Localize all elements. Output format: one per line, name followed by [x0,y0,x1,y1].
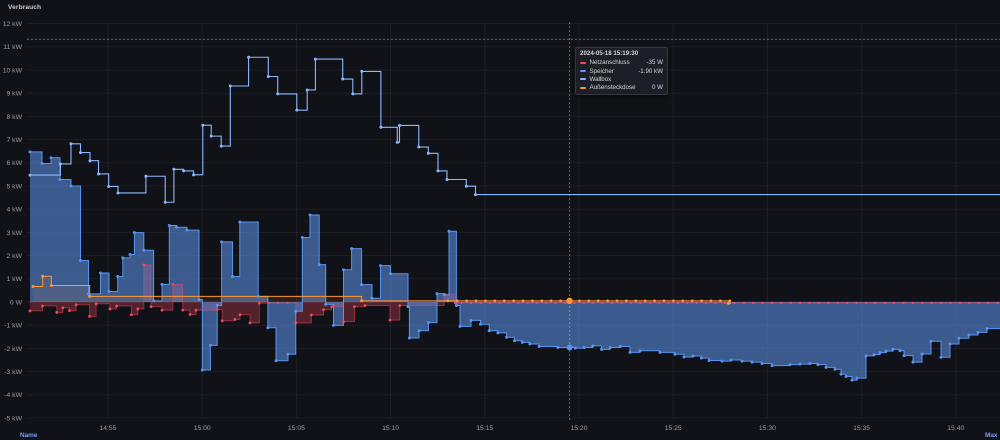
svg-text:15:30: 15:30 [759,425,776,432]
svg-text:15:40: 15:40 [947,425,964,432]
svg-text:14:55: 14:55 [99,425,116,432]
svg-text:8 kW: 8 kW [7,114,23,121]
svg-text:9 kW: 9 kW [7,91,23,98]
svg-text:11 kW: 11 kW [3,44,22,51]
svg-text:10 kW: 10 kW [3,67,23,74]
svg-text:-4 kW: -4 kW [4,392,22,399]
svg-text:-2 kW: -2 kW [4,346,22,353]
svg-text:3 kW: 3 kW [7,230,23,237]
svg-text:15:00: 15:00 [194,425,211,432]
svg-text:2 kW: 2 kW [7,253,23,260]
svg-text:15:10: 15:10 [382,425,399,432]
svg-text:5 kW: 5 kW [7,183,23,190]
svg-text:15:35: 15:35 [853,425,870,432]
svg-text:15:15: 15:15 [476,425,493,432]
svg-text:0 W: 0 W [10,299,23,306]
svg-text:6 kW: 6 kW [7,160,23,167]
svg-text:15:25: 15:25 [665,425,682,432]
svg-text:-5 kW: -5 kW [4,415,22,422]
svg-text:7 kW: 7 kW [7,137,23,144]
svg-text:15:20: 15:20 [570,425,587,432]
svg-text:12 kW: 12 kW [3,21,23,28]
svg-text:-3 kW: -3 kW [4,369,22,376]
svg-text:-1 kW: -1 kW [4,323,22,330]
svg-text:4 kW: 4 kW [7,207,23,214]
svg-text:1 kW: 1 kW [7,276,23,283]
svg-text:15:05: 15:05 [288,425,305,432]
